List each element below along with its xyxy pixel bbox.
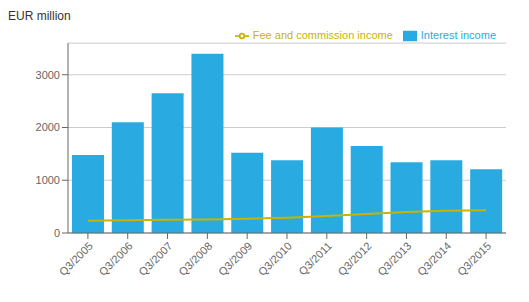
html-text:Fee and commission income: Fee and commission income [252, 29, 393, 41]
svg-text:Q3/2010: Q3/2010 [256, 240, 294, 278]
svg-text:2000: 2000 [36, 121, 60, 133]
svg-text:Q3/2011: Q3/2011 [296, 240, 334, 278]
svg-text:Q3/2014: Q3/2014 [415, 240, 453, 278]
svg-text:Q3/2013: Q3/2013 [375, 240, 413, 278]
html-text:EUR million: EUR million [8, 9, 71, 23]
svg-text:Q3/2009: Q3/2009 [216, 240, 254, 278]
svg-text:Q3/2008: Q3/2008 [176, 240, 214, 278]
svg-text:3000: 3000 [36, 69, 60, 81]
svg-text:Q3/2015: Q3/2015 [455, 240, 493, 278]
svg-text:Q3/2006: Q3/2006 [96, 240, 134, 278]
svg-text:0: 0 [54, 227, 60, 239]
html-text:Interest income: Interest income [420, 29, 496, 41]
svg-text:Q3/2005: Q3/2005 [57, 240, 95, 278]
svg-text:Q3/2012: Q3/2012 [335, 240, 373, 278]
svg-text:Q3/2007: Q3/2007 [136, 240, 174, 278]
svg-text:1000: 1000 [36, 174, 60, 186]
